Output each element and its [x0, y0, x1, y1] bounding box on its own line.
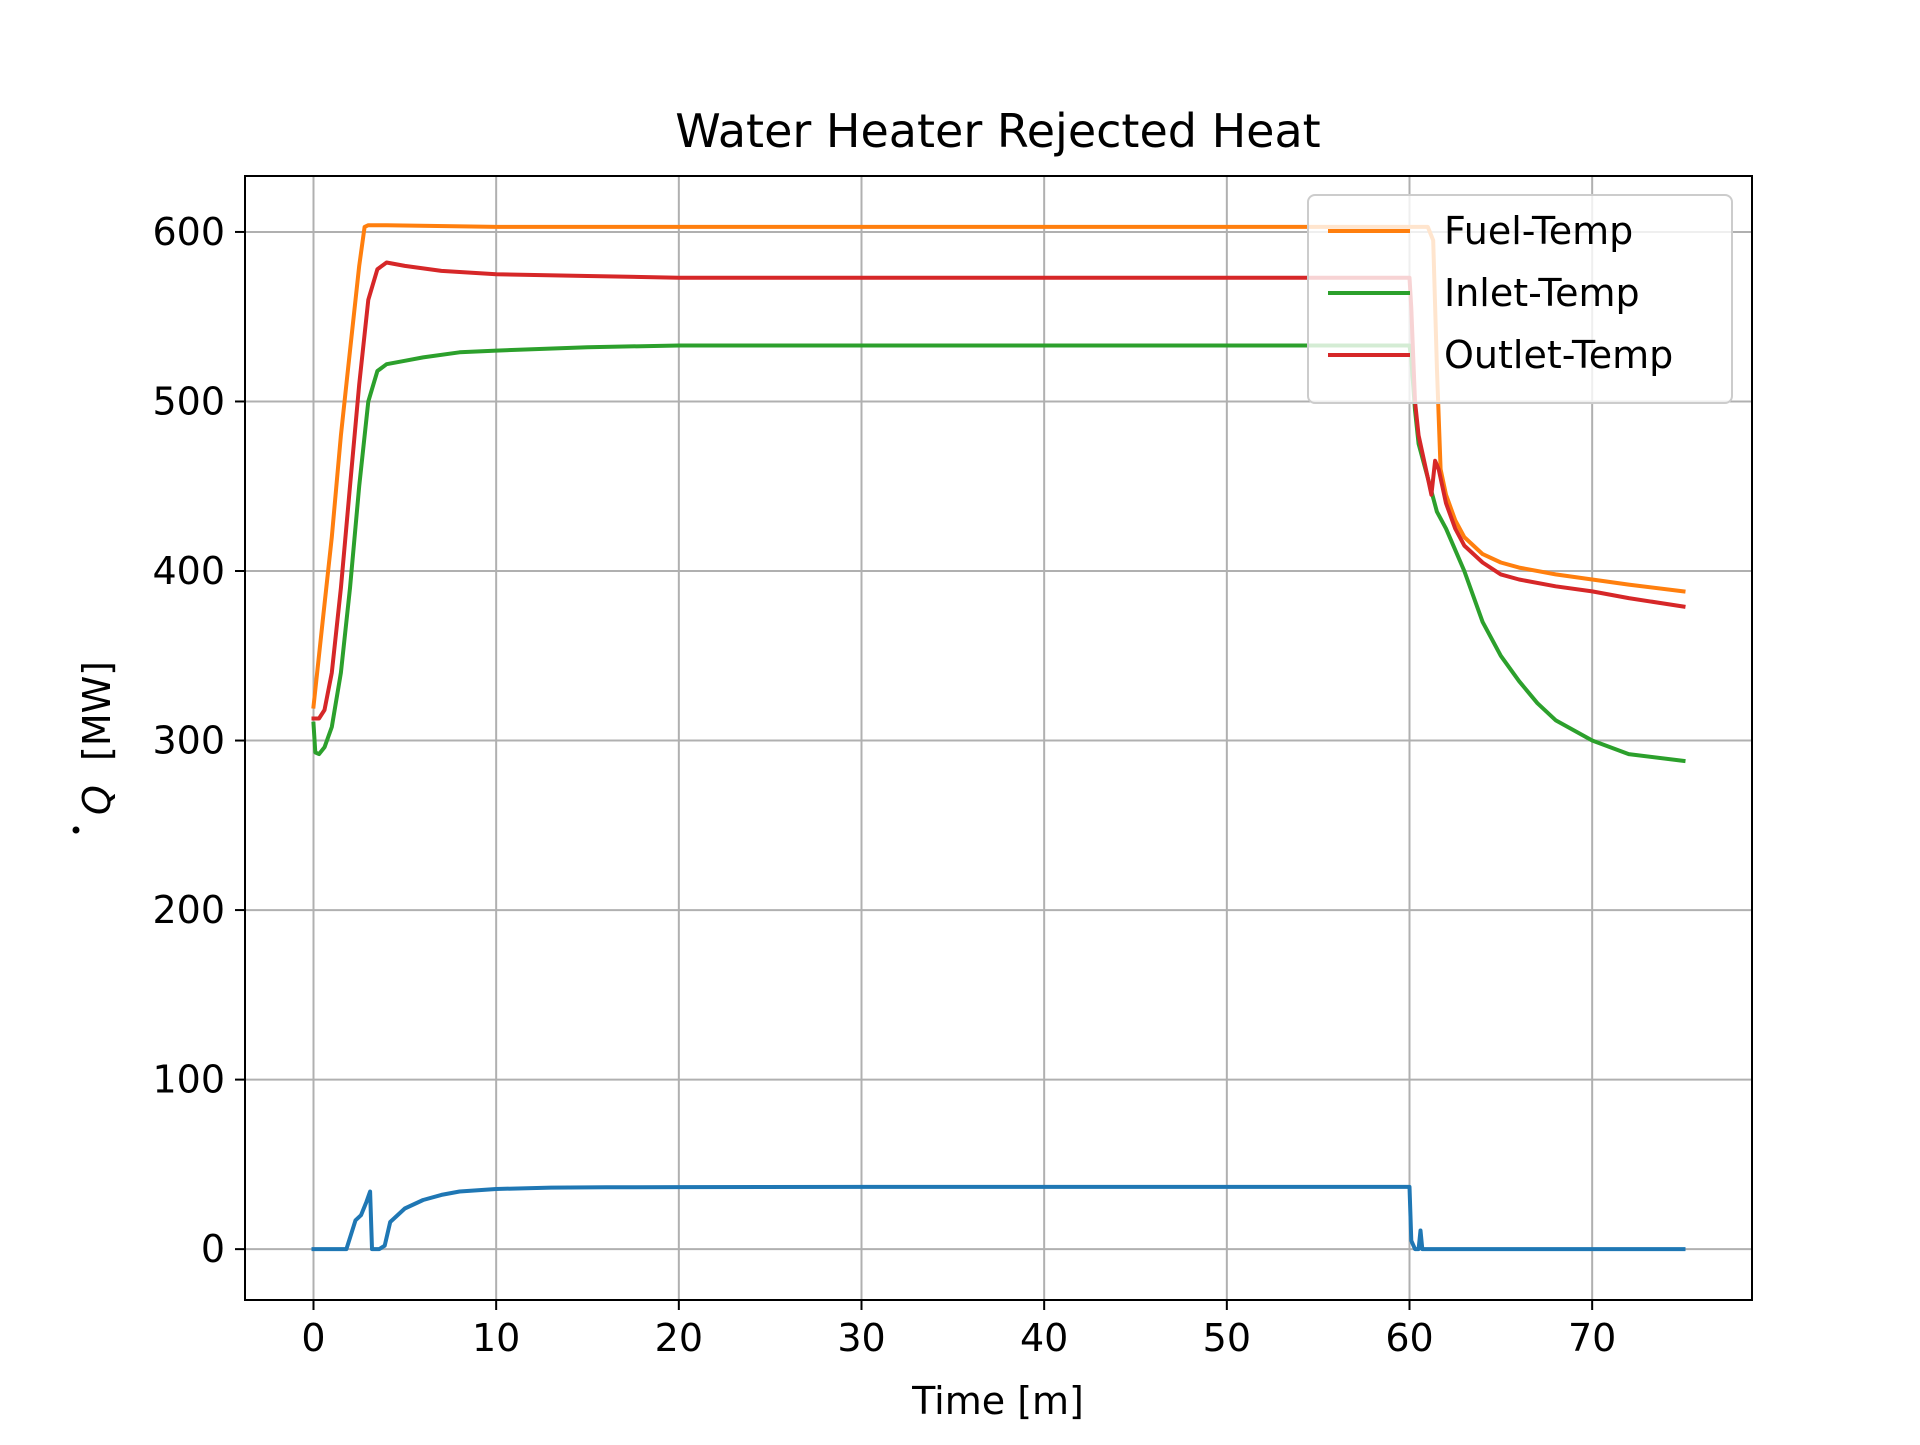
y-axis-label: Q [MW]	[72, 661, 119, 834]
svg-text:Q [MW]: Q [MW]	[75, 661, 119, 815]
series-line-inlet-temp	[311, 343, 1686, 764]
x-axis-label: Time [m]	[911, 1379, 1084, 1423]
series-line-series_blue	[311, 1184, 1686, 1252]
y-tick-label: 0	[201, 1227, 225, 1271]
legend-label-fuel-temp: Fuel-Temp	[1444, 209, 1633, 253]
legend-label-inlet-temp: Inlet-Temp	[1444, 271, 1640, 315]
legend-label-outlet-temp: Outlet-Temp	[1444, 333, 1673, 377]
x-tick-label: 20	[655, 1316, 703, 1360]
x-tick-label: 30	[837, 1316, 885, 1360]
y-tick-label: 500	[152, 379, 225, 423]
y-axis-label-unit: [MW]	[75, 661, 119, 761]
x-tick-label: 70	[1568, 1316, 1616, 1360]
y-tick-label: 100	[152, 1058, 225, 1102]
y-tick-label: 600	[152, 210, 225, 254]
x-tick-label: 0	[301, 1316, 325, 1360]
y-tick-label: 400	[152, 549, 225, 593]
legend-box	[1307, 194, 1733, 404]
plot-frame	[244, 175, 1753, 1301]
y-tick-label: 300	[152, 719, 225, 763]
chart-title: Water Heater Rejected Heat	[675, 104, 1320, 158]
y-axis-label-dot	[72, 826, 80, 834]
x-tick-label: 40	[1020, 1316, 1068, 1360]
x-tick-label: 10	[472, 1316, 520, 1360]
x-tick-label: 50	[1203, 1316, 1251, 1360]
y-axis-label-symbol: Q	[75, 785, 119, 815]
legend: Fuel-Temp Inlet-Temp Outlet-Temp	[1307, 194, 1733, 404]
x-tick-label: 60	[1385, 1316, 1433, 1360]
axis-ticks: 0 10 20 30 40 50 60 70 0 100 200 300 400 500 600	[152, 210, 1616, 1360]
y-tick-label: 200	[152, 888, 225, 932]
